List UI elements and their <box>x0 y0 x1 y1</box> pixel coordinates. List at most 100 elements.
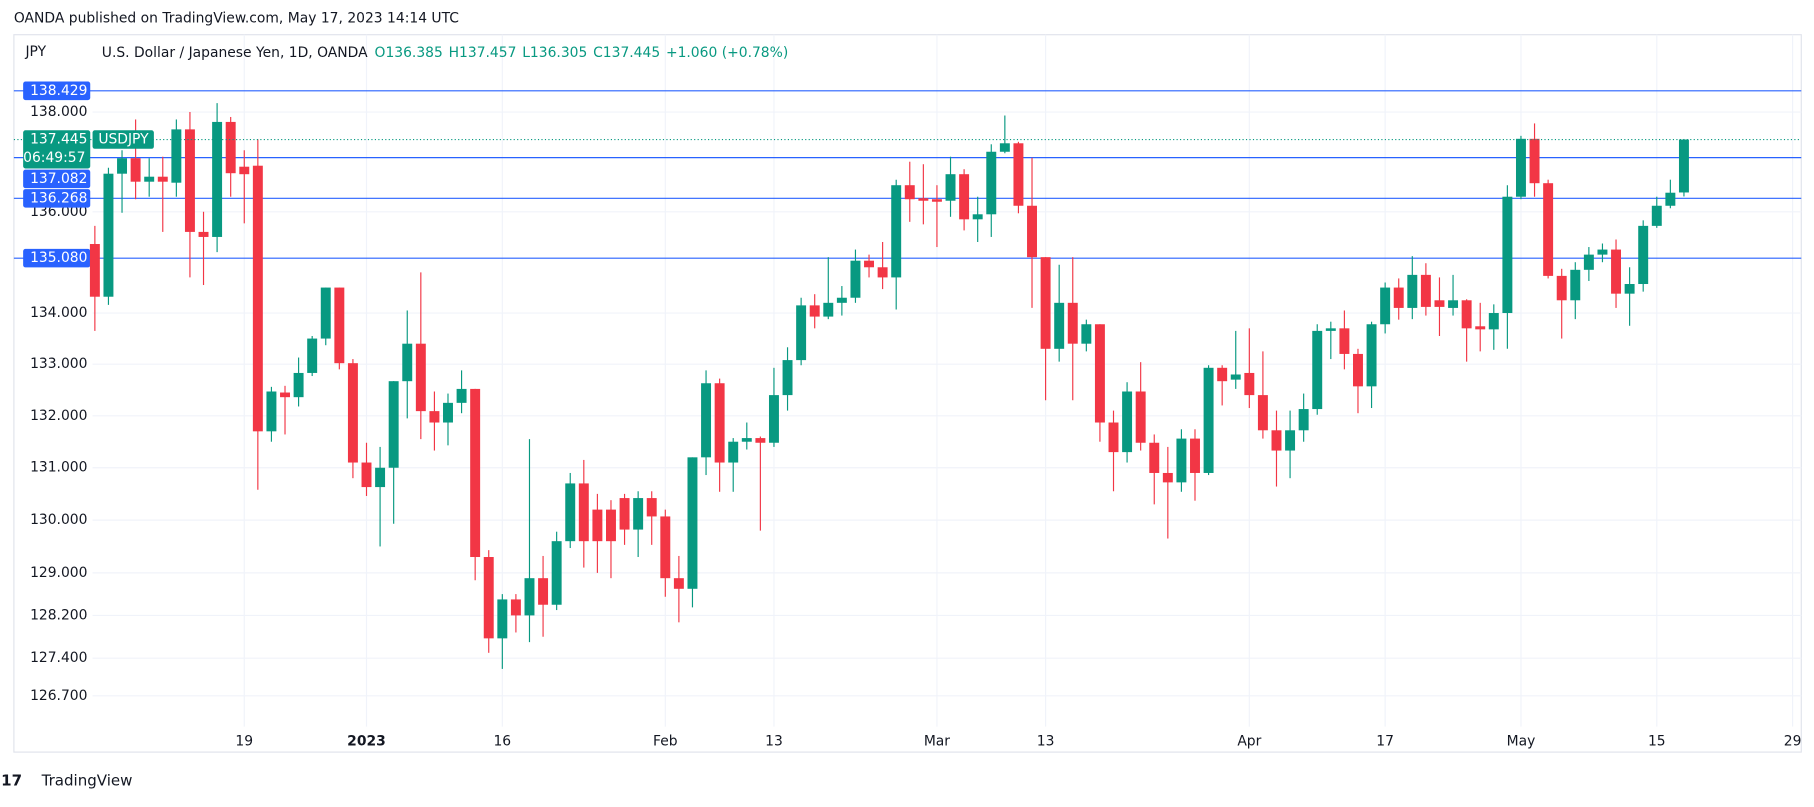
candle-body <box>701 383 712 458</box>
candle-body <box>415 343 426 412</box>
level-label-box <box>23 81 91 101</box>
candle-body <box>1312 330 1323 410</box>
candle-body <box>891 185 902 278</box>
candle-body <box>1434 300 1445 307</box>
candle-body <box>1543 183 1554 276</box>
candle-body <box>184 129 195 232</box>
candle-body <box>157 176 168 182</box>
candle-body <box>1325 328 1336 331</box>
candle-body <box>456 388 467 403</box>
candle-body <box>633 498 644 530</box>
candle-body <box>836 297 847 303</box>
y-tick-label: 129.000 <box>30 565 87 581</box>
level-label: 135.080 <box>30 250 87 266</box>
candle-body <box>117 158 128 174</box>
candle-body <box>510 599 521 616</box>
candle-body <box>1339 328 1350 354</box>
candle-body <box>1502 196 1513 314</box>
candle-body <box>470 388 481 558</box>
candle-body <box>1244 372 1255 396</box>
candle-body <box>945 174 956 201</box>
candle-body <box>1135 391 1146 443</box>
candle-body <box>280 392 290 398</box>
candle-body <box>1257 395 1268 431</box>
y-tick-label: 136.000 <box>30 204 87 220</box>
candle-body <box>1570 269 1581 301</box>
candle-body <box>1597 249 1608 255</box>
candle-body <box>782 360 793 396</box>
x-tick-label: 17 <box>1376 734 1394 750</box>
candle-body <box>918 198 929 201</box>
candle-body <box>986 151 997 215</box>
x-tick-label: Feb <box>653 734 678 750</box>
x-tick-label: Apr <box>1237 734 1261 750</box>
level-label-box <box>23 248 91 268</box>
candle-body <box>1583 254 1594 270</box>
y-tick-label: 127.400 <box>30 650 87 666</box>
legend-value: H137.457 <box>449 45 517 61</box>
candle-body <box>877 267 888 278</box>
candle-body <box>1665 192 1676 206</box>
candle-body <box>1027 205 1037 258</box>
y-tick-label: 134.000 <box>30 305 87 321</box>
candle-body <box>1040 257 1051 349</box>
candle-body <box>1624 284 1635 294</box>
level-label-box <box>23 189 91 208</box>
candle-body <box>1407 274 1418 308</box>
candle-body <box>130 158 141 182</box>
candle-body <box>1529 138 1540 184</box>
candle-body <box>429 411 440 423</box>
candle-body <box>293 372 304 398</box>
candle-body <box>1651 205 1662 226</box>
candle-body <box>103 173 114 297</box>
price-tag-value: 137.445 <box>30 132 87 148</box>
legend-value: L136.305 <box>522 45 587 61</box>
candle-body <box>959 174 970 220</box>
candle-body <box>850 260 861 298</box>
candle-body <box>646 498 657 517</box>
candle-body <box>1162 472 1173 483</box>
candle-body <box>606 509 616 542</box>
candle-body <box>1475 326 1486 330</box>
publish-header: OANDA published on TradingView.com, May … <box>14 11 459 27</box>
x-tick-label: 15 <box>1648 734 1666 750</box>
candle-body <box>1013 143 1024 206</box>
candle-body <box>375 467 386 488</box>
candle-body <box>1203 367 1214 473</box>
candle-body <box>578 483 589 542</box>
candle-body <box>388 381 399 468</box>
candle-body <box>239 166 250 175</box>
candle-body <box>931 199 942 202</box>
candle-body <box>252 165 263 432</box>
candle-body <box>1420 274 1431 307</box>
candle-body <box>809 305 820 317</box>
candle-body <box>524 578 535 616</box>
candle-body <box>266 391 277 432</box>
candle-body <box>660 516 671 579</box>
candle-body <box>402 343 413 382</box>
legend-value: O136.385 <box>375 45 443 61</box>
candle-body <box>864 260 875 268</box>
candle-body <box>1217 367 1228 382</box>
level-label-box <box>23 169 91 189</box>
x-tick-label: May <box>1507 734 1536 750</box>
legend-value: +1.060 (+0.78%) <box>666 45 788 61</box>
candle-body <box>443 402 453 423</box>
y-tick-label: 133.000 <box>30 356 87 372</box>
candle-body <box>198 231 209 237</box>
candle-body <box>347 363 358 463</box>
y-tick-label: 138.000 <box>30 104 87 120</box>
candle-body <box>1638 225 1649 285</box>
candle-body <box>483 557 494 639</box>
candle-body <box>334 287 345 364</box>
candle-body <box>1176 438 1187 483</box>
y-tick-label: 131.000 <box>30 460 87 476</box>
candle-body <box>212 121 223 237</box>
candle-body <box>972 214 983 220</box>
symbol-tag: USDJPY <box>98 132 149 148</box>
x-tick-label: 13 <box>1037 734 1055 750</box>
candle-body <box>171 129 182 183</box>
candle-body <box>1081 324 1092 344</box>
price-tag-box <box>23 130 91 169</box>
candle-body <box>1353 353 1363 387</box>
